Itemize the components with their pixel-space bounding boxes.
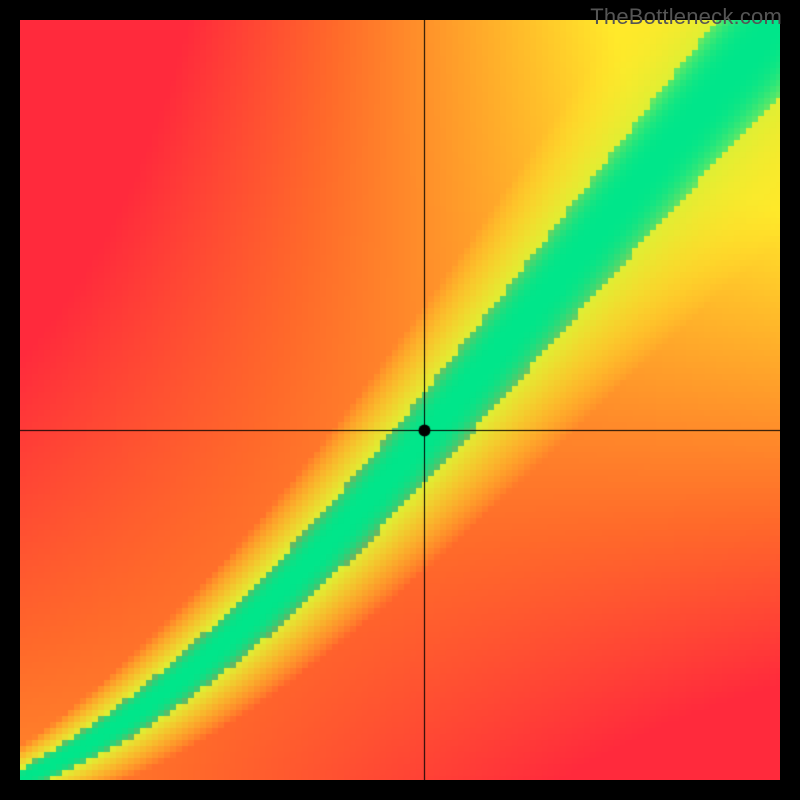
heatmap-canvas: [20, 20, 780, 780]
chart-container: TheBottleneck.com: [0, 0, 800, 800]
watermark-label: TheBottleneck.com: [590, 4, 782, 30]
